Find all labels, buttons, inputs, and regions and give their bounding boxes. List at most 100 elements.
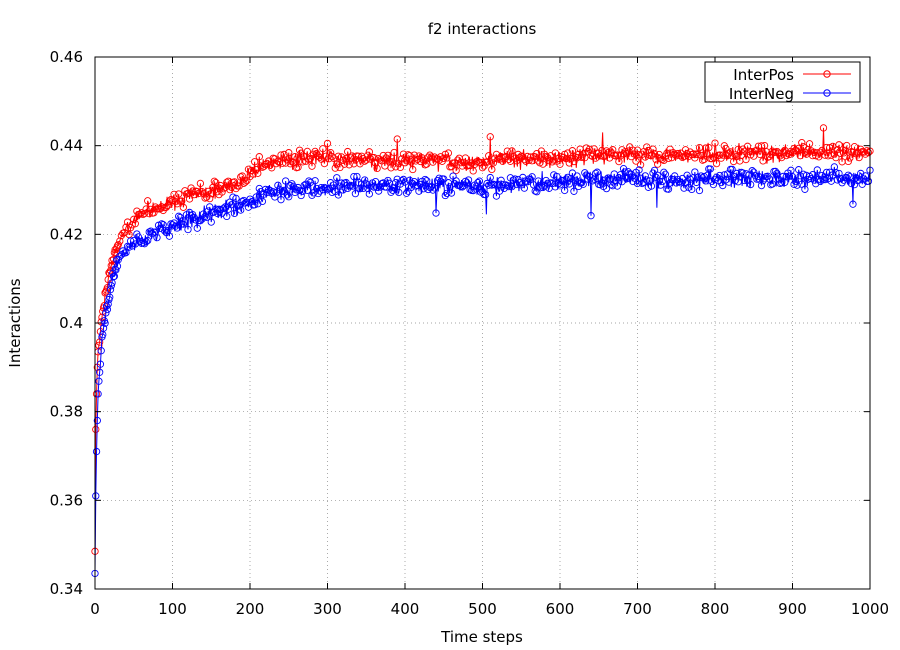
x-tick-label: 100 [158, 600, 187, 618]
data-point [706, 165, 714, 173]
data-point [578, 179, 586, 187]
data-point [271, 193, 279, 201]
data-point [285, 149, 293, 157]
data-point [102, 302, 111, 310]
data-point [97, 347, 105, 355]
data-point [104, 300, 112, 308]
data-point [740, 176, 749, 185]
legend-label-interpos: InterPos [733, 66, 794, 84]
data-point [709, 153, 718, 161]
data-point [250, 158, 259, 166]
x-axis-label: Time steps [440, 628, 523, 646]
data-point [731, 176, 739, 185]
data-point [864, 148, 873, 157]
data-point [125, 230, 133, 239]
data-point [632, 157, 640, 165]
data-point [478, 164, 487, 172]
data-point [305, 155, 313, 164]
data-point [106, 293, 114, 301]
data-point [252, 193, 260, 201]
data-point [303, 186, 311, 194]
data-point [570, 187, 578, 195]
data-point [664, 154, 673, 163]
data-point [92, 425, 100, 434]
data-point [447, 189, 456, 197]
data-point [356, 185, 364, 193]
data-point [303, 147, 311, 156]
data-point [720, 171, 728, 179]
data-point [106, 286, 115, 294]
data-point [179, 220, 188, 228]
data-point [443, 189, 451, 198]
data-point [280, 150, 288, 159]
data-point [333, 174, 341, 182]
data-point [268, 164, 276, 172]
data-point [452, 166, 460, 175]
data-point [500, 154, 508, 162]
data-point [550, 156, 558, 164]
data-point [92, 492, 100, 500]
x-tick-label: 300 [313, 600, 342, 618]
y-tick-label: 0.36 [50, 491, 83, 509]
data-point [579, 150, 587, 158]
data-point [385, 157, 394, 165]
data-point [395, 188, 403, 197]
y-tick-label: 0.34 [50, 580, 83, 598]
data-point [402, 189, 411, 197]
data-point [308, 162, 316, 170]
data-point [322, 184, 330, 192]
data-point [374, 187, 383, 195]
x-tick-label: 500 [468, 600, 497, 618]
data-point [274, 157, 282, 165]
data-point [196, 179, 205, 188]
data-point [326, 149, 335, 157]
data-point [526, 153, 535, 161]
data-point [140, 209, 149, 218]
x-tick-label: 700 [623, 600, 652, 618]
data-point [294, 163, 302, 171]
data-point [813, 149, 821, 157]
data-point [207, 218, 215, 226]
data-point [801, 185, 809, 193]
data-point [407, 158, 415, 166]
data-point [751, 172, 759, 180]
data-point [711, 175, 719, 184]
data-point [432, 209, 440, 217]
data-point [171, 222, 180, 230]
y-tick-label: 0.4 [59, 314, 83, 332]
data-point [426, 151, 434, 159]
data-point [655, 177, 663, 185]
data-point [201, 212, 209, 221]
data-point [120, 228, 129, 237]
data-point [435, 156, 443, 164]
data-point [711, 139, 719, 147]
data-point [612, 152, 620, 160]
data-point [661, 170, 670, 178]
data-point [503, 147, 511, 155]
data-point [306, 178, 315, 187]
data-point [798, 180, 806, 188]
data-point [864, 177, 873, 185]
data-point [396, 163, 404, 172]
legend-marker-interpos [823, 70, 831, 78]
data-point [516, 154, 524, 162]
data-point [556, 160, 564, 168]
data-point [164, 201, 172, 210]
data-point [390, 184, 398, 192]
data-point [365, 148, 373, 156]
data-point [798, 138, 806, 147]
data-point [503, 181, 511, 190]
data-point [528, 173, 536, 181]
data-point [393, 135, 401, 143]
data-point [170, 190, 178, 199]
data-point [165, 232, 174, 240]
data-point [409, 165, 417, 174]
y-tick-label: 0.42 [50, 225, 83, 243]
data-point [573, 154, 581, 162]
data-point [604, 174, 612, 182]
data-point [277, 196, 285, 204]
data-point [536, 159, 544, 167]
data-point [232, 194, 240, 203]
data-point [747, 180, 755, 189]
